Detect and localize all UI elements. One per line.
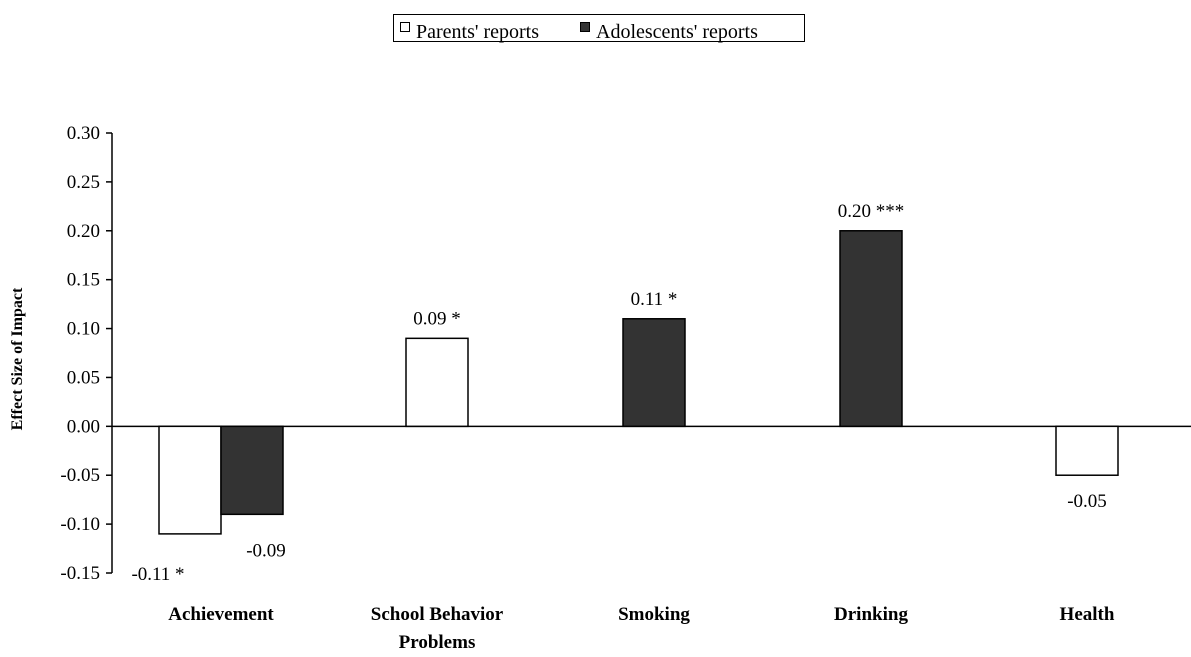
legend-label-parents: Parents' reports — [416, 21, 540, 43]
y-tick-label: 0.00 — [67, 416, 100, 437]
legend: Parents' reports Adolescents' reports — [393, 14, 805, 43]
data-label-parents-0: -0.11 * — [131, 564, 184, 585]
y-tick-label: 0.25 — [67, 172, 100, 193]
y-tick-label: 0.15 — [67, 270, 100, 291]
data-label-parents-1: 0.09 * — [413, 308, 461, 329]
data-label-parents-4: -0.05 — [1067, 491, 1107, 512]
y-tick-label: 0.05 — [67, 367, 100, 388]
y-tick-label: 0.20 — [67, 221, 100, 242]
legend-swatch-adolescents — [580, 22, 590, 32]
bars — [158, 230, 1119, 535]
y-tick-label: -0.05 — [60, 465, 100, 486]
y-axis-title: Effect Size of Impact — [9, 287, 26, 430]
y-tick-label: -0.15 — [60, 563, 100, 584]
data-label-adolescents-3: 0.20 *** — [838, 201, 905, 222]
category-label: Drinking — [834, 604, 908, 625]
y-tick-label: -0.10 — [60, 514, 100, 535]
bar-parents-0 — [158, 425, 222, 535]
category-label: Problems — [399, 632, 476, 653]
labels: -0.11 * -0.09 Achievement 0.09 * School Beha… — [131, 201, 1114, 653]
category-label: Achievement — [168, 604, 274, 625]
category-label: Health — [1060, 604, 1115, 625]
category-label: Smoking — [618, 604, 690, 625]
data-label-adolescents-2: 0.11 * — [631, 289, 678, 310]
legend-swatch-parents — [400, 22, 410, 32]
y-tick-label: 0.30 — [67, 123, 100, 144]
data-label-adolescents-0: -0.09 — [246, 540, 286, 561]
bar-parents-1 — [405, 337, 469, 428]
bar-adolescents-0 — [220, 425, 284, 516]
y-tick-label: 0.10 — [67, 319, 100, 340]
legend-label-adolescents: Adolescents' reports — [596, 21, 758, 43]
bar-adolescents-3 — [839, 230, 903, 428]
bar-parents-4 — [1055, 425, 1119, 476]
category-label: School Behavior — [371, 604, 504, 625]
bar-adolescents-2 — [622, 318, 686, 428]
